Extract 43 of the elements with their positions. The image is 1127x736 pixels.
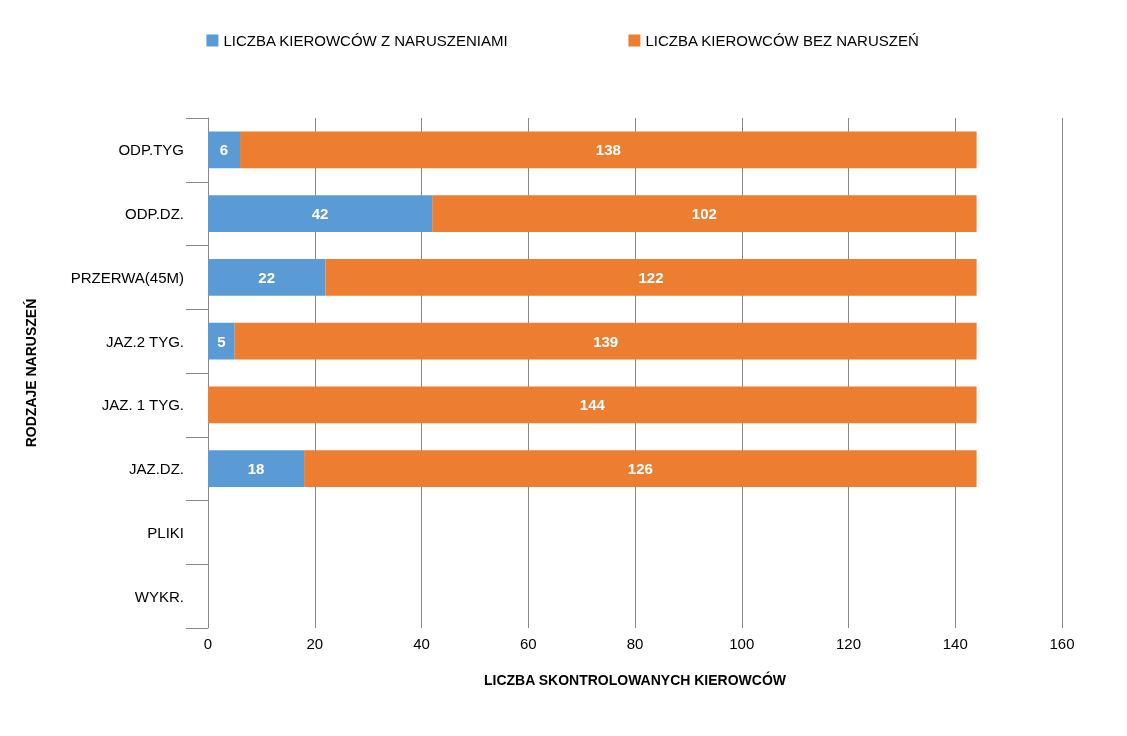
data-label: 144 [579, 396, 606, 414]
data-label: 102 [691, 205, 717, 223]
x-tick-label: 60 [519, 635, 537, 652]
bar [208, 131, 241, 169]
data-label: 18 [247, 460, 265, 478]
x-tick-label: 120 [835, 635, 862, 652]
bar [240, 131, 977, 169]
bar [432, 195, 977, 233]
bar [208, 450, 305, 488]
data-label: 22 [258, 268, 276, 286]
x-tick-label: 20 [306, 635, 324, 652]
bar [208, 258, 326, 296]
bar [234, 322, 977, 360]
y-tick-label: WYKR. [134, 587, 184, 605]
x-tick-label: 140 [942, 635, 968, 652]
data-label: 139 [593, 332, 619, 350]
bar [325, 258, 977, 296]
x-tick-label: 160 [1049, 635, 1075, 652]
y-tick-label: JAZ.DZ. [129, 460, 184, 478]
x-tick-label: 40 [413, 635, 430, 652]
data-label: 126 [627, 460, 653, 478]
y-tick-label: PLIKI [147, 523, 184, 541]
data-label: 42 [311, 205, 329, 223]
y-tick-label: ODP.TYG [118, 141, 184, 159]
bar [208, 322, 235, 360]
data-label: 6 [219, 141, 229, 159]
x-axis-title: LICZBA SKONTROLOWANYCH KIEROWCÓW [483, 671, 787, 688]
y-tick-label: ODP.DZ. [125, 205, 184, 223]
data-label: 138 [595, 141, 621, 159]
bar [304, 450, 977, 488]
y-tick-label: PRZERWA(45M) [70, 268, 184, 286]
y-tick-label: JAZ. 1 TYG. [101, 396, 184, 414]
bar [208, 386, 977, 424]
bar [208, 195, 433, 233]
x-tick-label: 0 [203, 635, 213, 652]
data-label: 5 [217, 332, 226, 350]
x-tick-label: 80 [626, 635, 644, 652]
legend-label: LICZBA KIEROWCÓW BEZ NARUSZEŃ [645, 32, 919, 49]
y-tick-label: JAZ.2 TYG. [105, 332, 184, 350]
y-axis-title: RODZAJE NARUSZEŃ [23, 298, 39, 448]
data-label: 122 [638, 268, 664, 286]
x-tick-label: 100 [729, 635, 755, 652]
legend-label: LICZBA KIEROWCÓW Z NARUSZENIAMI [223, 32, 508, 49]
